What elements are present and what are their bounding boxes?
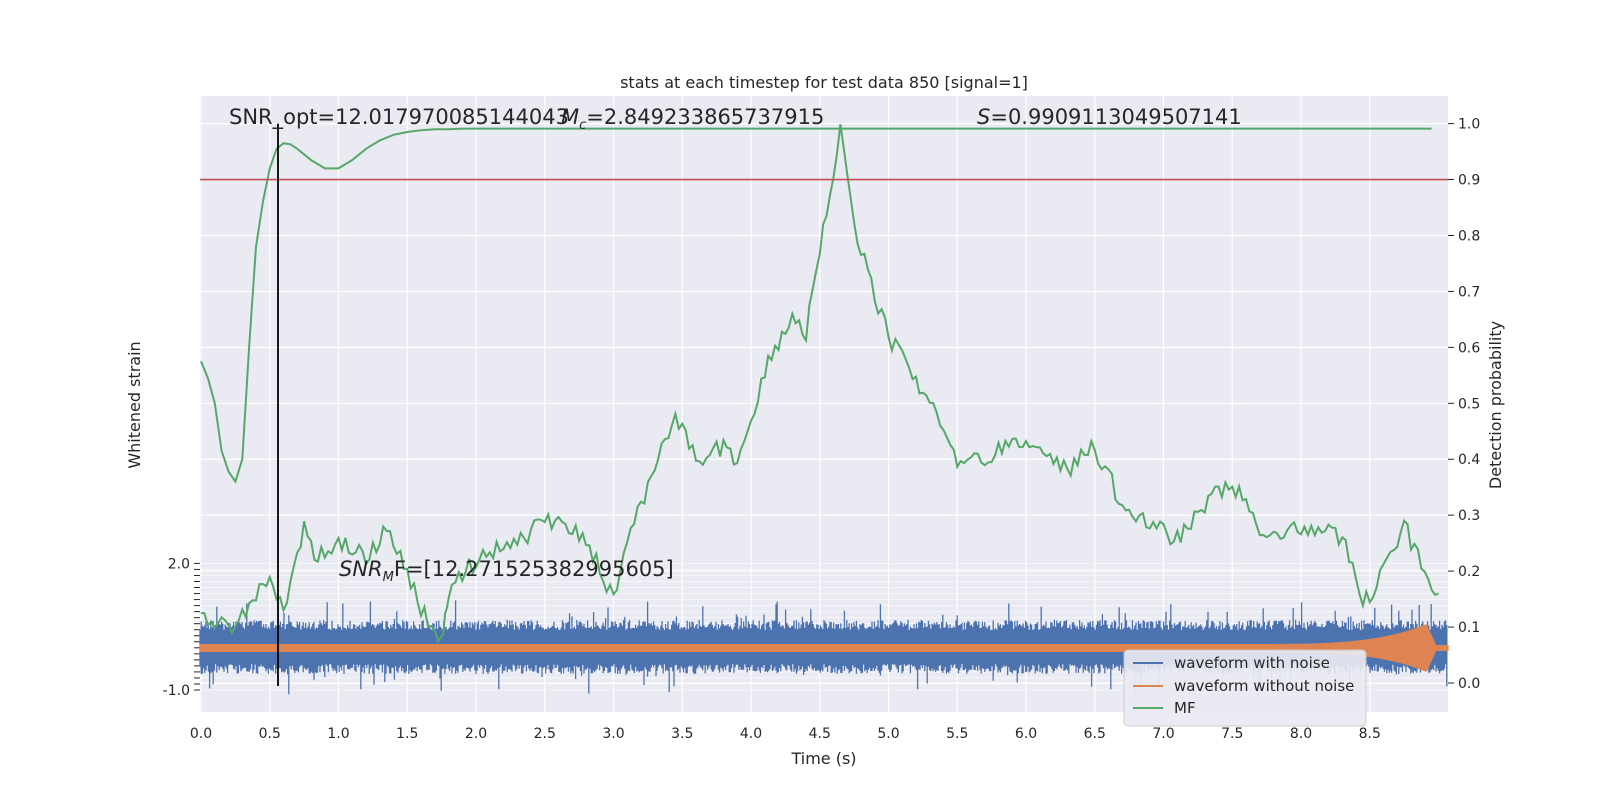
x-tick-label: 5.0	[877, 726, 899, 742]
right-y-axis-label: Detection probability	[1486, 321, 1505, 489]
mc-symbol: M	[561, 105, 579, 129]
y-tick-label: 0.2	[1458, 564, 1480, 580]
x-tick-label: 8.0	[1290, 726, 1312, 742]
left-y-axis-label: Whitened strain	[125, 341, 144, 468]
mf-line	[200, 127, 1432, 484]
x-tick-label: 6.0	[1015, 726, 1037, 742]
x-axis-label: Time (s)	[790, 749, 856, 768]
snr-opt-annotation: SNR_opt=12.017970085144043	[229, 105, 569, 130]
waveform-without-noise-series	[199, 624, 1449, 672]
left-tick-label: -1.0	[163, 683, 190, 699]
x-tick-label: 1.0	[327, 726, 349, 742]
x-tick-label: 4.5	[809, 726, 831, 742]
x-tick-label: 2.5	[534, 726, 556, 742]
y-tick-label: 0.9	[1458, 173, 1480, 189]
x-tick-label: 2.0	[465, 726, 487, 742]
snr-mf-subscript: M	[383, 570, 394, 585]
x-tick-label: 0.0	[190, 726, 212, 742]
legend: waveform with noise waveform without noi…	[1123, 649, 1367, 727]
x-tick-label: 0.5	[259, 726, 281, 742]
snr-mf-symbol: SNR	[339, 557, 383, 581]
chart-title: stats at each timestep for test data 850…	[620, 73, 1028, 92]
legend-label-mf: MF	[1174, 699, 1196, 717]
y-tick-label: 0.8	[1458, 228, 1480, 244]
x-tick-label: 7.0	[1152, 726, 1174, 742]
y-tick-label: 0.4	[1458, 452, 1480, 468]
x-axis-ticks: 0.0 0.5 1.0 1.5 2.0 2.5 3.0 3.5 4.0 4.5 5.0 5.5 6.0 6…	[190, 726, 1381, 742]
x-tick-label: 3.0	[602, 726, 624, 742]
mc-subscript: c	[579, 118, 586, 133]
x-tick-label: 7.5	[1221, 726, 1243, 742]
mc-value: =2.849233865737915	[586, 105, 824, 129]
legend-box	[1123, 649, 1367, 727]
x-tick-label: 5.5	[946, 726, 968, 742]
y-tick-label: 0.3	[1458, 508, 1480, 524]
right-axis-ticks: 0.0 0.1 0.2 0.3 0.4 0.5 0.6 0.7 0.8 0.9 1.0	[1448, 117, 1480, 692]
x-tick-label: 3.5	[671, 726, 693, 742]
s-symbol: S	[977, 105, 990, 129]
plot-background	[200, 96, 1448, 712]
x-tick-label: 4.0	[740, 726, 762, 742]
detection-probability-line	[200, 124, 1439, 644]
y-tick-label: 0.7	[1458, 284, 1480, 300]
snr-mf-value: F=[12.271525382995605]	[394, 557, 674, 581]
legend-label-noise: waveform with noise	[1174, 654, 1330, 672]
s-annotation: S=0.9909113049507141	[977, 105, 1242, 129]
y-tick-label: 0.0	[1458, 676, 1480, 692]
grid-lines	[200, 96, 1448, 712]
x-tick-label: 8.5	[1359, 726, 1381, 742]
mc-annotation: Mc=2.849233865737915	[561, 105, 824, 133]
y-tick-label: 0.1	[1458, 620, 1480, 636]
y-tick-label: 1.0	[1458, 117, 1480, 133]
x-tick-label: 1.5	[396, 726, 418, 742]
left-axis-ticks: 2.0 -1.0	[163, 556, 200, 699]
s-value: =0.9909113049507141	[990, 105, 1241, 129]
legend-label-clean: waveform without noise	[1174, 677, 1354, 695]
snr-mf-annotation: SNRMF=[12.271525382995605]	[339, 557, 674, 585]
left-tick-label: 2.0	[168, 556, 190, 572]
y-tick-label: 0.6	[1458, 340, 1480, 356]
y-tick-label: 0.5	[1458, 396, 1480, 412]
x-tick-label: 6.5	[1084, 726, 1106, 742]
clean-waveform-path	[199, 624, 1449, 672]
